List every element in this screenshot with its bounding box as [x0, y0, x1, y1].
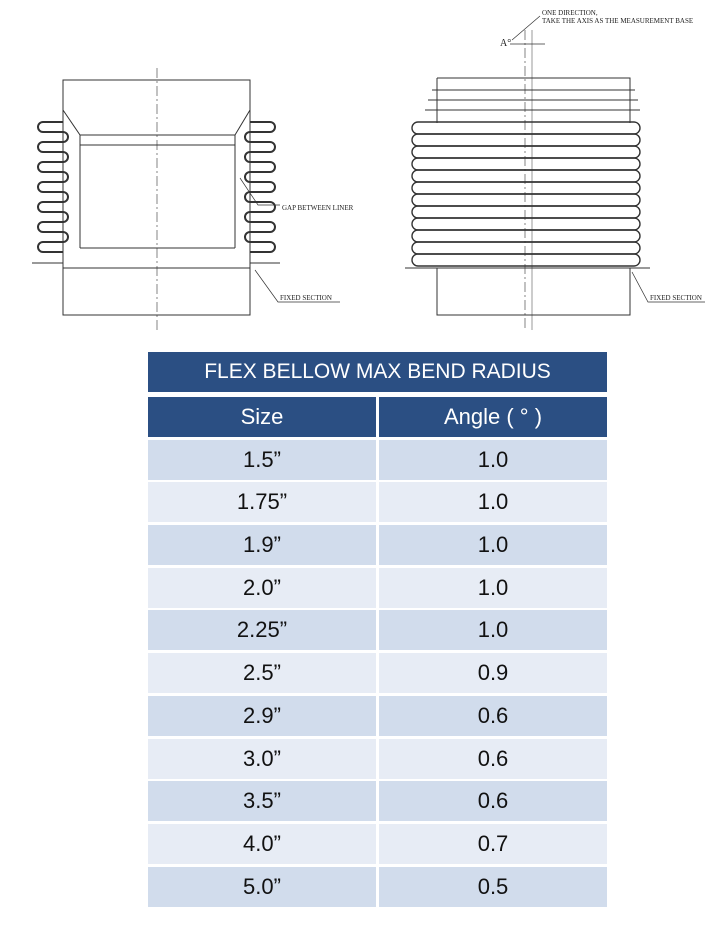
angle-cell: 0.9 — [379, 653, 607, 694]
angle-cell: 1.0 — [379, 567, 607, 608]
size-cell: 3.5” — [148, 781, 376, 822]
angle-cell: 0.5 — [379, 866, 607, 907]
right-fixed-section-label: FIXED SECTION — [650, 294, 702, 302]
right-bellow-drawing: ONE DIRECTION, TAKE THE AXIS AS THE MEAS… — [405, 9, 705, 330]
size-cell: 5.0” — [148, 866, 376, 907]
angle-cell: 1.0 — [379, 439, 607, 480]
table-row: 2.25” 1.0 — [148, 610, 607, 651]
angle-cell: 1.0 — [379, 610, 607, 651]
direction-label-line1: ONE DIRECTION, — [542, 9, 598, 17]
angle-cell: 0.6 — [379, 781, 607, 822]
table-row: 3.0” 0.6 — [148, 738, 607, 779]
table-row: 4.0” 0.7 — [148, 823, 607, 864]
angle-cell: 1.0 — [379, 482, 607, 523]
angle-cell: 0.7 — [379, 823, 607, 864]
table-row: 2.9” 0.6 — [148, 695, 607, 736]
table-header-row: Size Angle ( ° ) — [148, 397, 607, 437]
bellow-drawings: GAP BETWEEN LINER FIXED SECTION ONE DIRE… — [32, 9, 705, 330]
table-row: 5.0” 0.5 — [148, 866, 607, 907]
table-row: 3.5” 0.6 — [148, 781, 607, 822]
header-angle: Angle ( ° ) — [379, 397, 607, 437]
left-fixed-section-label: FIXED SECTION — [280, 294, 332, 302]
bend-radius-table: FLEX BELLOW MAX BEND RADIUS Size Angle (… — [148, 352, 607, 909]
size-cell: 2.25” — [148, 610, 376, 651]
table-row: 1.75” 1.0 — [148, 482, 607, 523]
angle-cell: 1.0 — [379, 525, 607, 566]
table-row: 2.5” 0.9 — [148, 653, 607, 694]
table-row: 1.5” 1.0 — [148, 439, 607, 480]
header-size: Size — [148, 397, 376, 437]
size-cell: 4.0” — [148, 823, 376, 864]
size-cell: 1.5” — [148, 439, 376, 480]
size-cell: 2.5” — [148, 653, 376, 694]
direction-label-line2: TAKE THE AXIS AS THE MEASUREMENT BASE — [542, 17, 693, 25]
angle-label: A° — [500, 38, 511, 49]
angle-cell: 0.6 — [379, 738, 607, 779]
table-title: FLEX BELLOW MAX BEND RADIUS — [148, 352, 607, 392]
table-row: 1.9” 1.0 — [148, 525, 607, 566]
size-cell: 2.9” — [148, 695, 376, 736]
size-cell: 2.0” — [148, 567, 376, 608]
table-row: 2.0” 1.0 — [148, 567, 607, 608]
angle-cell: 0.6 — [379, 695, 607, 736]
size-cell: 1.75” — [148, 482, 376, 523]
size-cell: 3.0” — [148, 738, 376, 779]
left-bellow-drawing: GAP BETWEEN LINER FIXED SECTION — [32, 68, 354, 330]
size-cell: 1.9” — [148, 525, 376, 566]
gap-between-liner-label: GAP BETWEEN LINER — [282, 204, 354, 212]
